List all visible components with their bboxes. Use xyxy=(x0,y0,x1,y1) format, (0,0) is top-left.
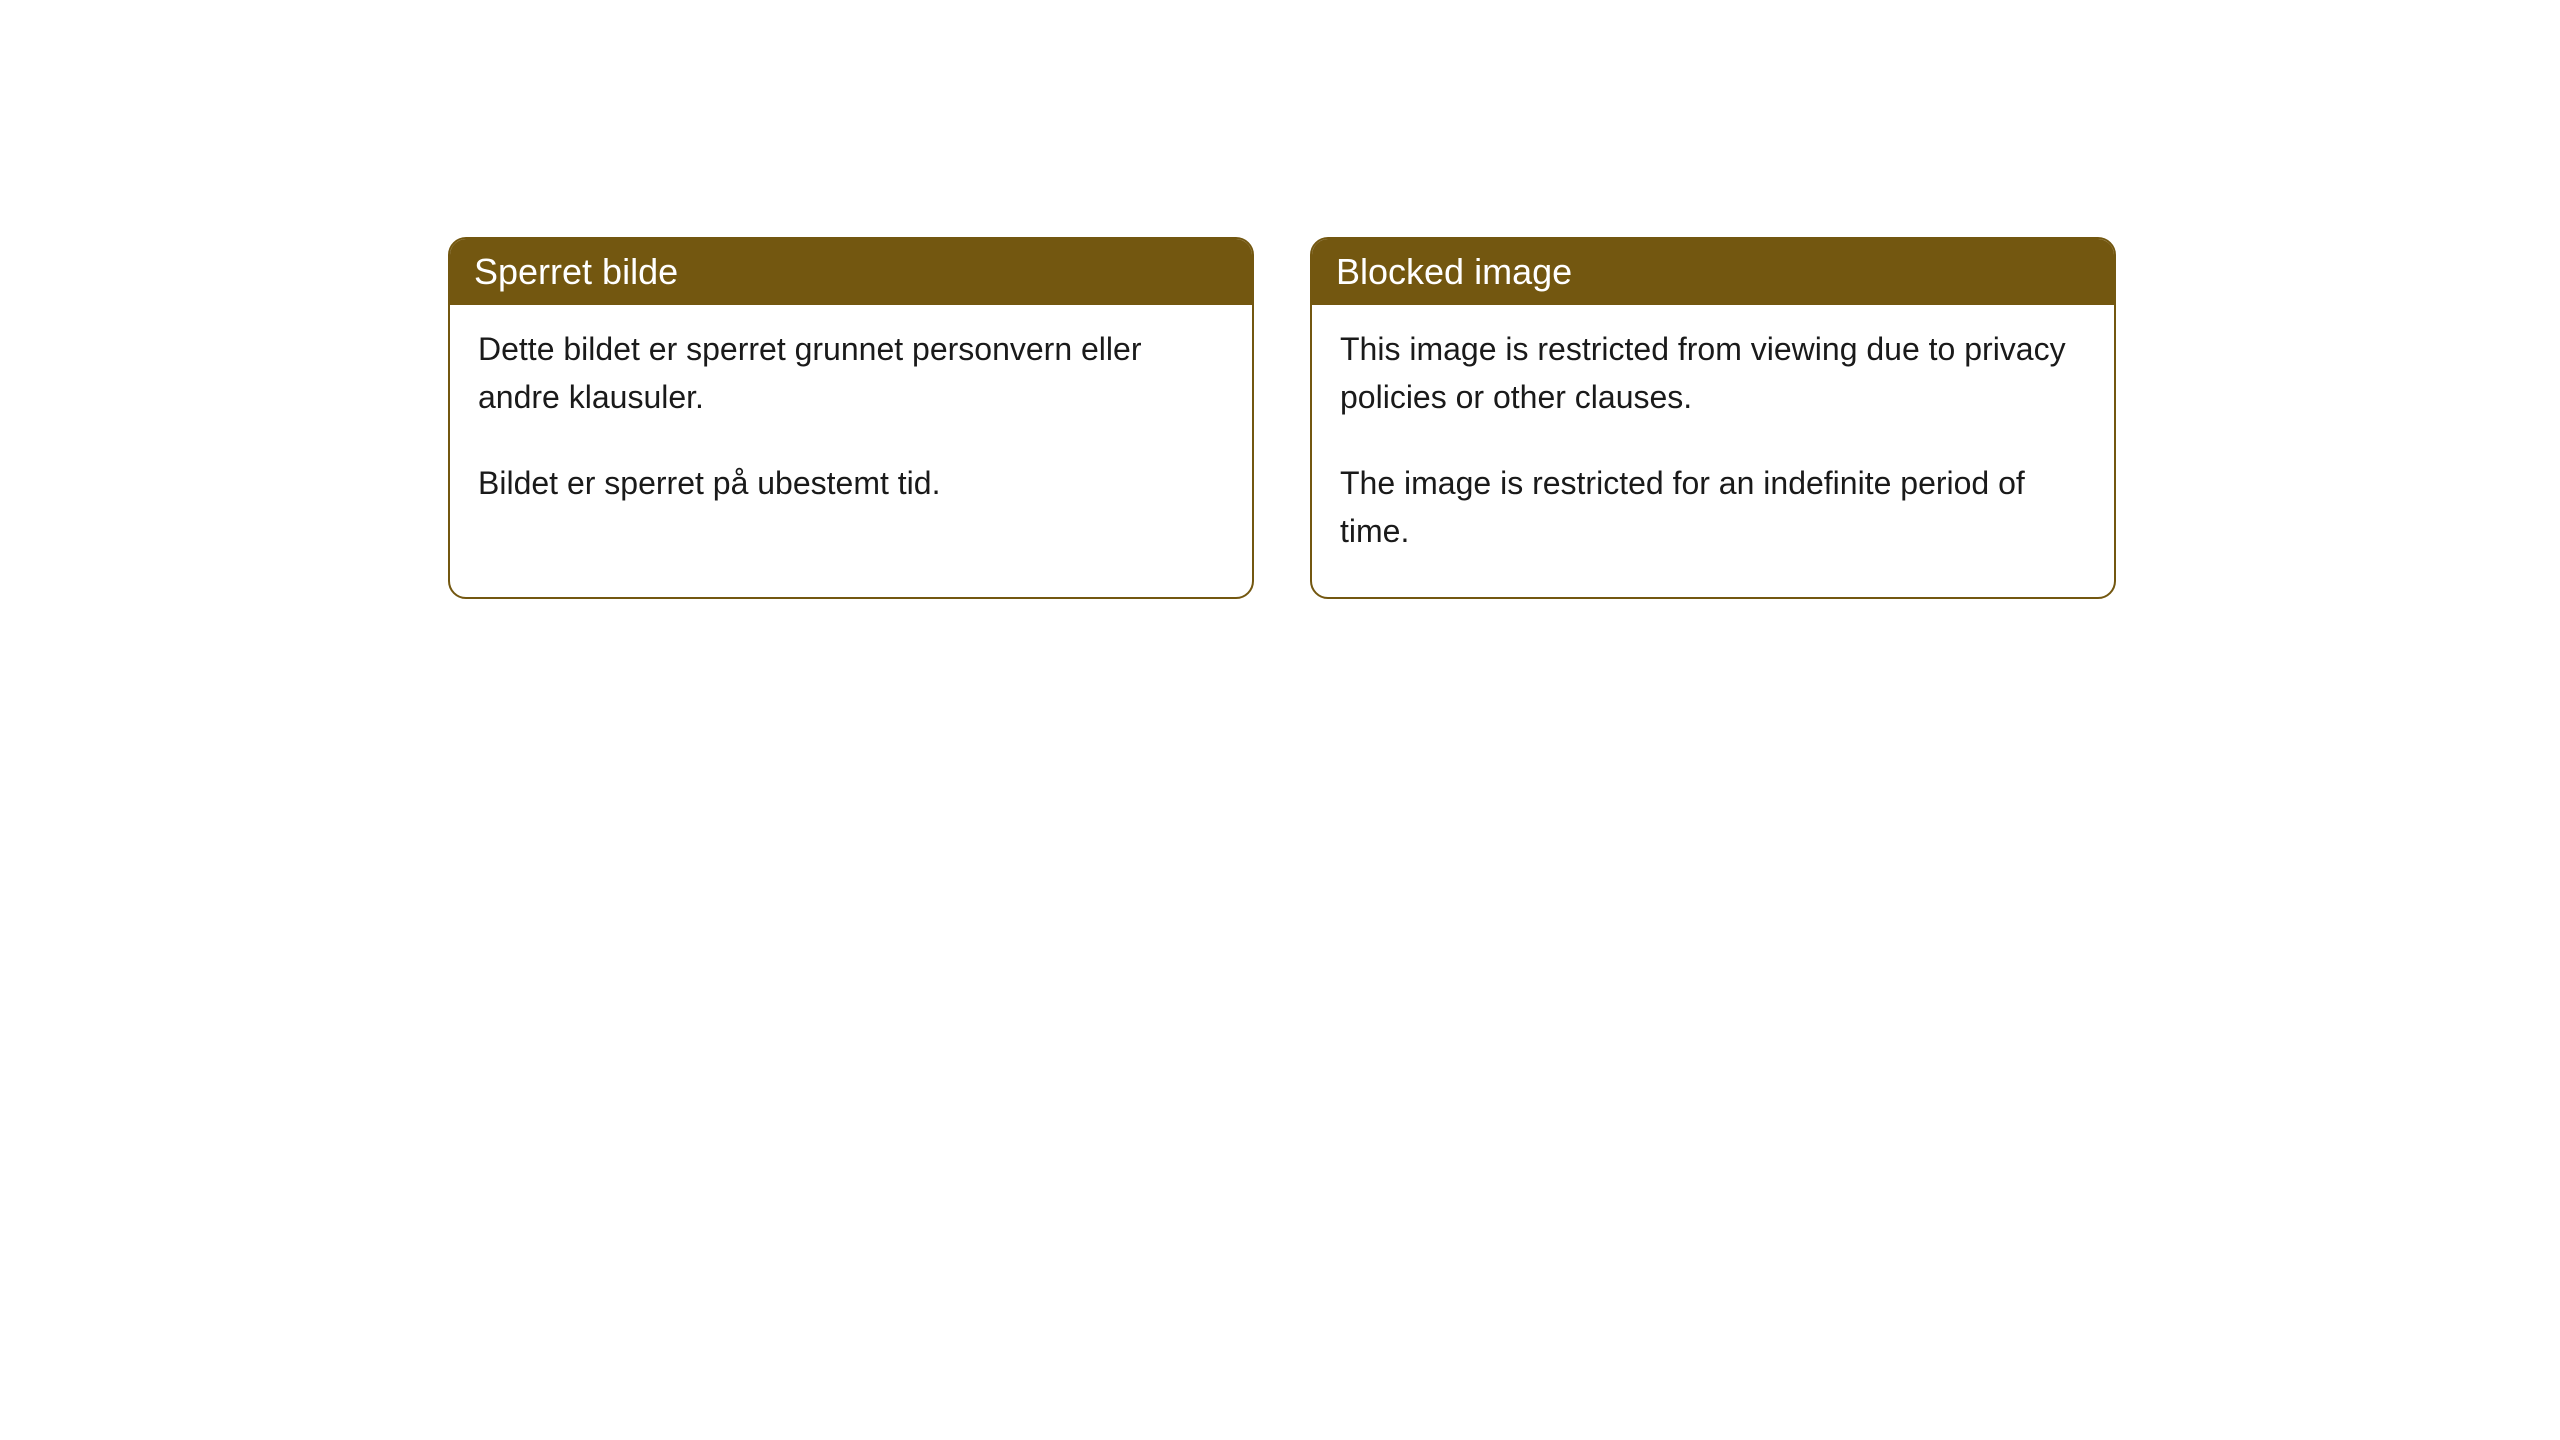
notice-cards-container: Sperret bilde Dette bildet er sperret gr… xyxy=(448,237,2116,599)
card-norwegian: Sperret bilde Dette bildet er sperret gr… xyxy=(448,237,1254,599)
card-body-norwegian: Dette bildet er sperret grunnet personve… xyxy=(450,305,1252,549)
card-paragraph-2: The image is restricted for an indefinit… xyxy=(1340,459,2086,555)
card-paragraph-2: Bildet er sperret på ubestemt tid. xyxy=(478,459,1224,507)
card-paragraph-1: This image is restricted from viewing du… xyxy=(1340,325,2086,421)
card-title-english: Blocked image xyxy=(1336,251,1572,292)
card-english: Blocked image This image is restricted f… xyxy=(1310,237,2116,599)
card-header-english: Blocked image xyxy=(1312,239,2114,305)
card-title-norwegian: Sperret bilde xyxy=(474,251,678,292)
card-paragraph-1: Dette bildet er sperret grunnet personve… xyxy=(478,325,1224,421)
card-header-norwegian: Sperret bilde xyxy=(450,239,1252,305)
card-body-english: This image is restricted from viewing du… xyxy=(1312,305,2114,597)
